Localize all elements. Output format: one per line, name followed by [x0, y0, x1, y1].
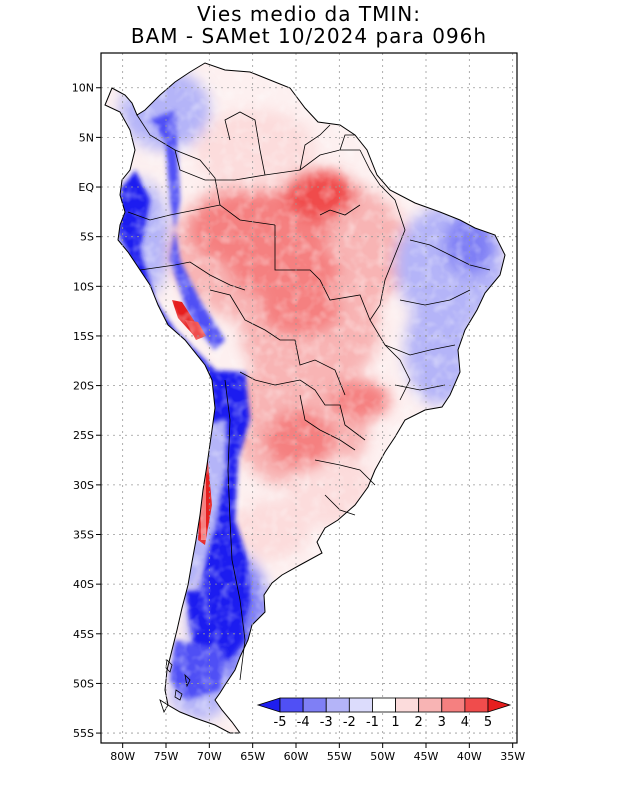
lon-tick-label: 80W	[110, 750, 135, 763]
colorbar-label: -1	[366, 715, 379, 730]
colorbar-segment	[302, 697, 327, 713]
colorbar-label: 1	[391, 715, 399, 730]
colorbar-label: -4	[297, 715, 310, 730]
lat-tick-label: 5N	[79, 131, 94, 144]
lat-tick-label: 40S	[73, 578, 94, 591]
gridlines	[101, 53, 517, 743]
lon-tick-label: 35W	[500, 750, 525, 763]
colorbar-label: 2	[415, 715, 423, 730]
map-title-line2: BAM - SAMet 10/2024 para 096h	[130, 24, 488, 48]
lon-tick-label: 65W	[240, 750, 265, 763]
colorbar-segment	[464, 697, 489, 713]
lat-tick-label: 10N	[72, 82, 94, 95]
lat-tick-label: 15S	[73, 330, 94, 343]
colorbar-segment	[395, 697, 420, 713]
colorbar-arrow-right	[487, 697, 512, 713]
colorbar-segment	[441, 697, 466, 713]
lat-tick-label: 45S	[73, 628, 94, 641]
colorbar-segment	[325, 697, 350, 713]
latitude-axis: 10N 5N EQ 5S 10S 15S 20S 25S 30S 35S 40S 45S 50S 55S	[72, 82, 101, 740]
colorbar-label: 3	[438, 715, 446, 730]
country-borders	[127, 111, 491, 681]
lon-tick-label: 50W	[370, 750, 395, 763]
map-title-line1: Vies medio da TMIN:	[197, 2, 421, 26]
colorbar-label: -5	[274, 715, 287, 730]
longitude-axis: 80W 75W 70W 65W 60W 55W 50W 45W 40W 35W	[110, 743, 525, 763]
colorbar-segment	[418, 697, 443, 713]
lat-tick-label: 50S	[73, 677, 94, 690]
colorbar-label: -2	[343, 715, 356, 730]
lon-tick-label: 40W	[457, 750, 482, 763]
lat-tick-label: 20S	[73, 380, 94, 393]
lon-tick-label: 75W	[154, 750, 179, 763]
colorbar-segment	[372, 697, 396, 713]
lat-tick-label: 55S	[73, 727, 94, 740]
colorbar-segment	[348, 697, 373, 713]
lat-tick-label: EQ	[78, 181, 94, 194]
colorbar-segment	[279, 697, 304, 713]
lat-tick-label: 30S	[73, 479, 94, 492]
lon-tick-label: 55W	[327, 750, 352, 763]
lon-tick-label: 45W	[414, 750, 439, 763]
colorbar-label: 5	[484, 715, 492, 730]
lat-tick-label: 35S	[73, 529, 94, 542]
lat-tick-label: 25S	[73, 429, 94, 442]
colorbar-label: -3	[320, 715, 333, 730]
lon-tick-label: 60W	[284, 750, 309, 763]
colorbar-label: 4	[461, 715, 469, 730]
colorbar: -5 -4 -3 -2 -1 1 2 3 4 5	[256, 697, 512, 730]
lat-tick-label: 10S	[73, 280, 94, 293]
map-frame	[100, 52, 518, 744]
lat-tick-label: 5S	[80, 231, 94, 244]
lon-tick-label: 70W	[197, 750, 222, 763]
